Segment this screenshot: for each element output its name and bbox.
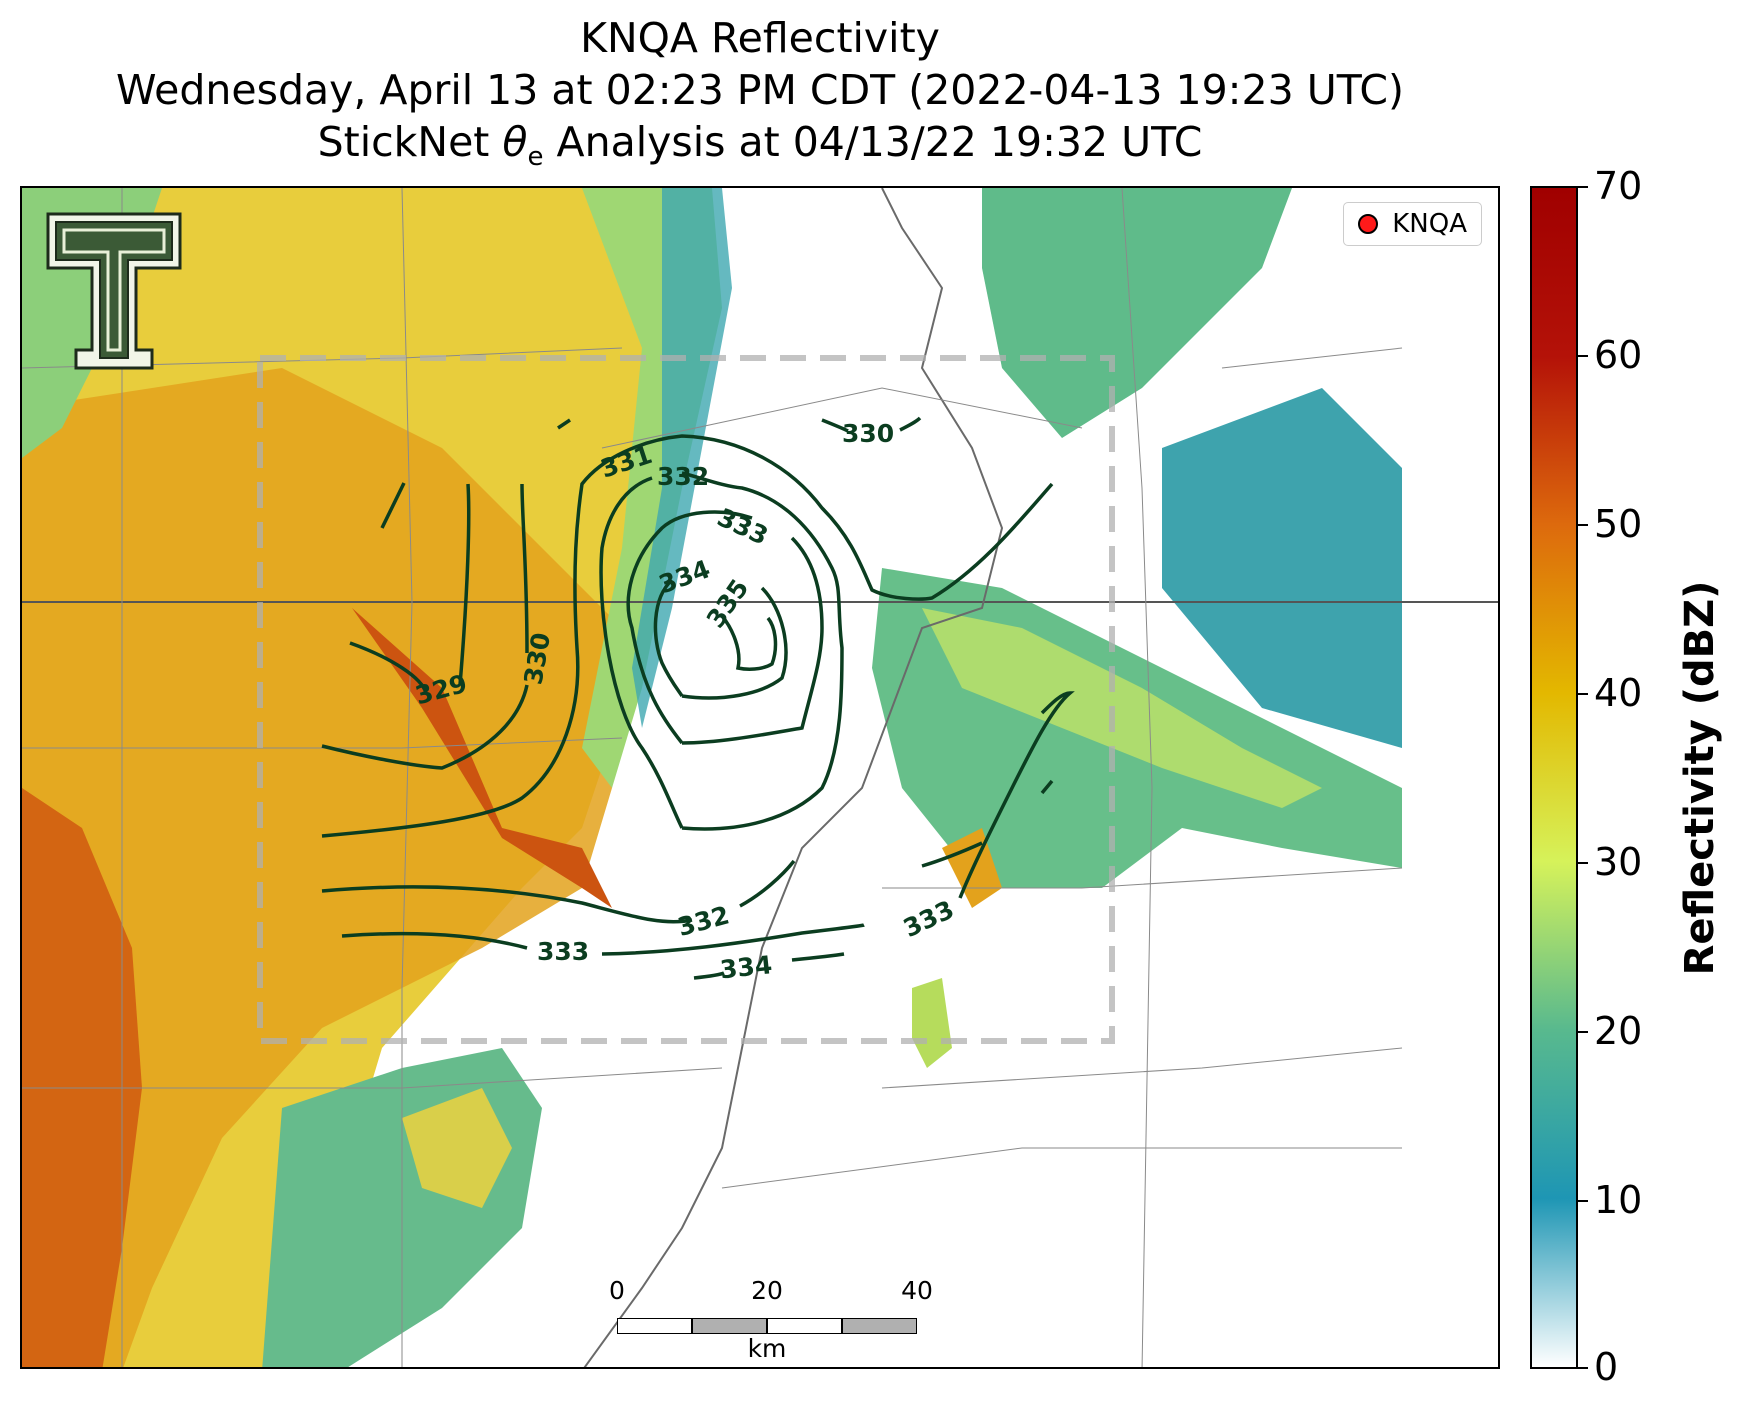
reflectivity-east-band-core: [922, 608, 1322, 808]
colorbar-tick-70: [1578, 186, 1588, 188]
contour-330: [321, 483, 529, 770]
reflectivity-east-teal-edge: [632, 188, 732, 728]
scale-segment-2: [692, 1318, 767, 1334]
contour-label-333-north: 333: [713, 503, 773, 551]
contour-329: [349, 483, 471, 694]
scale-segment-4: [842, 1318, 917, 1334]
colorbar-tick-30: [1578, 862, 1588, 864]
scale-tick-40: 40: [901, 1276, 933, 1305]
contour-label-333-east: 333: [899, 895, 959, 943]
county-line-k: [601, 387, 1083, 449]
theta-symbol: θ: [502, 118, 528, 166]
reflectivity-core-band: [22, 788, 142, 1367]
county-line-h: [881, 1047, 1403, 1089]
title-line-2: Wednesday, April 13 at 02:23 PM CDT (202…: [116, 66, 1404, 114]
reflectivity-west-orange: [22, 368, 622, 1367]
scale-unit: km: [747, 1334, 787, 1363]
colorbar-title: Reflectivity (dBZ): [1677, 580, 1723, 976]
double-t-logo-mark: [46, 212, 182, 370]
colorbar-label-30: 30: [1594, 840, 1643, 884]
scale-bar: 0 20 40 km: [609, 1276, 933, 1363]
title-line-3-suffix: Analysis at 04/13/22 19:32 UTC: [543, 118, 1203, 166]
texas-tech-logo: [46, 212, 182, 370]
contour-334: [653, 578, 788, 700]
contour-335: [720, 614, 778, 671]
contour-330-ne: [821, 416, 922, 433]
contour-label-332-south: 332: [674, 900, 732, 942]
scale-segment-1: [617, 1318, 692, 1334]
contour-332-south: [321, 841, 983, 924]
reflectivity-ne-cell: [982, 188, 1292, 438]
colorbar-label-0: 0: [1594, 1345, 1619, 1389]
reflectivity-core-band-2: [352, 608, 612, 908]
chart-title: KNQA Reflectivity Wednesday, April 13 at…: [20, 12, 1500, 183]
colorbar-label-40: 40: [1594, 671, 1643, 715]
title-line-3-prefix: StickNet: [317, 118, 503, 166]
contour-label-334-south: 334: [719, 950, 774, 984]
scale-tick-0: 0: [609, 1276, 625, 1305]
reflectivity-south-cell-core: [402, 1088, 512, 1208]
reflectivity-far-east: [1162, 388, 1402, 748]
red-river: [583, 188, 1004, 1367]
title-line-1: KNQA Reflectivity: [580, 14, 940, 62]
contour-tick-c: [1040, 779, 1054, 795]
contour-tick-a: [380, 482, 406, 529]
county-line-f: [1121, 188, 1153, 1367]
county-line-i: [1221, 347, 1403, 369]
contour-333-south: [341, 691, 1075, 956]
colorbar-label-70: 70: [1594, 164, 1643, 208]
county-line-j: [721, 1147, 1402, 1189]
reflectivity-layer: [22, 188, 1402, 1367]
reflectivity-isolated-cell: [912, 978, 952, 1068]
county-line-e: [22, 1067, 723, 1089]
scale-segment-3: [767, 1318, 842, 1334]
county-line-b: [401, 188, 413, 1367]
contour-label-333-west: 333: [537, 937, 589, 966]
colorbar-tick-50: [1578, 524, 1588, 526]
map-legend: KNQA: [1343, 202, 1482, 246]
contour-label-330-ne: 330: [842, 419, 894, 448]
contour-331: [321, 434, 1054, 838]
legend-label: KNQA: [1392, 209, 1467, 239]
county-line-g: [882, 867, 1403, 889]
colorbar-label-20: 20: [1594, 1009, 1643, 1053]
county-line-d: [22, 737, 623, 749]
contour-label-332-north: 332: [657, 462, 709, 491]
contour-332-north: [599, 471, 844, 831]
contour-tick-b: [557, 418, 571, 430]
analysis-domain-box: [257, 355, 1115, 1044]
contour-333-north: [626, 510, 824, 745]
radar-map-canvas: 329 330 331 332 333 334 335 330 332 333 …: [22, 188, 1498, 1367]
scale-tick-20: 20: [751, 1276, 783, 1305]
colorbar-label-60: 60: [1594, 333, 1643, 377]
colorbar-label-10: 10: [1594, 1178, 1643, 1222]
colorbar-tick-10: [1578, 1200, 1588, 1202]
colorbar-tick-0: [1578, 1367, 1588, 1369]
colorbar-tick-20: [1578, 1031, 1588, 1033]
reflectivity-colorbar: [1530, 186, 1578, 1369]
theta-e-contours: [321, 416, 1075, 980]
colorbar-label-50: 50: [1594, 502, 1643, 546]
title-line-3: StickNet θe Analysis at 04/13/22 19:32 U…: [20, 116, 1500, 183]
contour-334-south: [693, 952, 845, 980]
radar-site-marker-icon: [1358, 214, 1379, 234]
colorbar-tick-40: [1578, 693, 1588, 695]
colorbar-tick-60: [1578, 355, 1588, 357]
boundaries-layer: [22, 188, 1498, 1367]
radar-map[interactable]: 329 330 331 332 333 334 335 330 332 333 …: [20, 186, 1500, 1369]
theta-subscript: e: [527, 142, 544, 173]
